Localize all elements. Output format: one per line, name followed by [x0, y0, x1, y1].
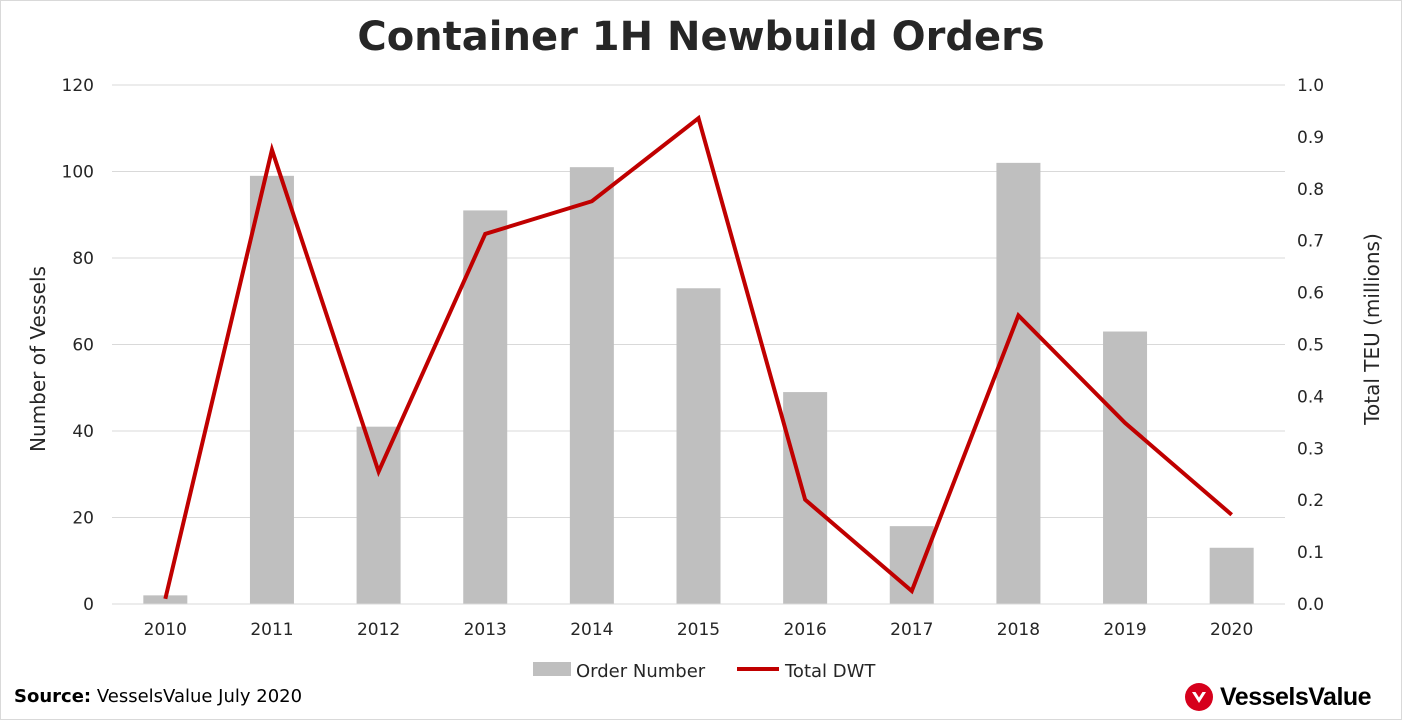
source-text: VesselsValue July 2020: [91, 686, 303, 707]
x-tick-label: 2013: [464, 620, 507, 640]
y2-tick-label: 0.1: [1297, 543, 1324, 563]
left-axis: 0 20 40 60 80 100 120: [62, 76, 94, 615]
bar: [356, 426, 401, 604]
y2-tick-label: 0.9: [1297, 128, 1324, 148]
y2-tick-label: 0.2: [1297, 491, 1324, 511]
source-note: Source: VesselsValue July 2020: [14, 686, 302, 707]
right-axis: 0.0 0.1 0.2 0.3 0.4 0.5 0.6 0.7 0.8 0.9 1.0: [1297, 76, 1324, 615]
x-tick-label: 2019: [1103, 620, 1146, 640]
y2-tick-label: 0.7: [1297, 232, 1324, 252]
bar: [676, 288, 721, 604]
bar: [1209, 547, 1254, 604]
y2-tick-label: 0.5: [1297, 336, 1324, 356]
y2-tick-label: 0.4: [1297, 387, 1324, 407]
legend-label: Order Number: [576, 661, 706, 682]
bar: [569, 167, 614, 605]
logo-mark-icon: [1185, 683, 1213, 711]
y-tick-label: 40: [72, 422, 94, 442]
x-tick-label: 2012: [357, 620, 400, 640]
x-tick-label: 2011: [250, 620, 293, 640]
x-tick-label: 2016: [784, 620, 827, 640]
bar: [143, 595, 188, 604]
y-tick-label: 80: [72, 249, 94, 269]
bar: [996, 162, 1041, 604]
y2-tick-label: 0.8: [1297, 180, 1324, 200]
x-tick-label: 2010: [144, 620, 187, 640]
x-tick-label: 2020: [1210, 620, 1253, 640]
legend: Order Number Total DWT: [533, 661, 876, 682]
x-tick-label: 2017: [890, 620, 933, 640]
y-tick-label: 100: [62, 163, 94, 183]
y2-tick-label: 0.3: [1297, 439, 1324, 459]
y-tick-label: 20: [72, 509, 94, 529]
line-series: [163, 114, 1233, 600]
logo-text: VesselsValue: [1220, 682, 1372, 711]
y2-tick-label: 1.0: [1297, 76, 1324, 96]
legend-swatch-bar: [533, 662, 571, 676]
bar: [1103, 331, 1148, 604]
y2-tick-label: 0.0: [1297, 595, 1324, 615]
x-axis: 2010 2011 2012 2013 2014 2015 2016 2017 2018 2019…: [112, 603, 1285, 640]
x-tick-label: 2015: [677, 620, 720, 640]
vesselsvalue-logo: VesselsValue: [1184, 680, 1372, 714]
y-tick-label: 120: [62, 76, 94, 96]
y-tick-label: 0: [83, 595, 94, 615]
chart-title: Container 1H Newbuild Orders: [357, 14, 1045, 60]
y2-tick-label: 0.6: [1297, 284, 1324, 304]
y2-axis-title: Total TEU (millions): [1360, 233, 1384, 426]
bar-series: [143, 162, 1254, 605]
bar: [463, 210, 508, 605]
source-label: Source:: [14, 686, 92, 707]
x-tick-label: 2014: [570, 620, 613, 640]
y-tick-label: 60: [72, 336, 94, 356]
x-tick-label: 2018: [997, 620, 1040, 640]
legend-label: Total DWT: [784, 661, 876, 682]
y-axis-title: Number of Vessels: [26, 266, 50, 452]
bar: [249, 175, 294, 604]
